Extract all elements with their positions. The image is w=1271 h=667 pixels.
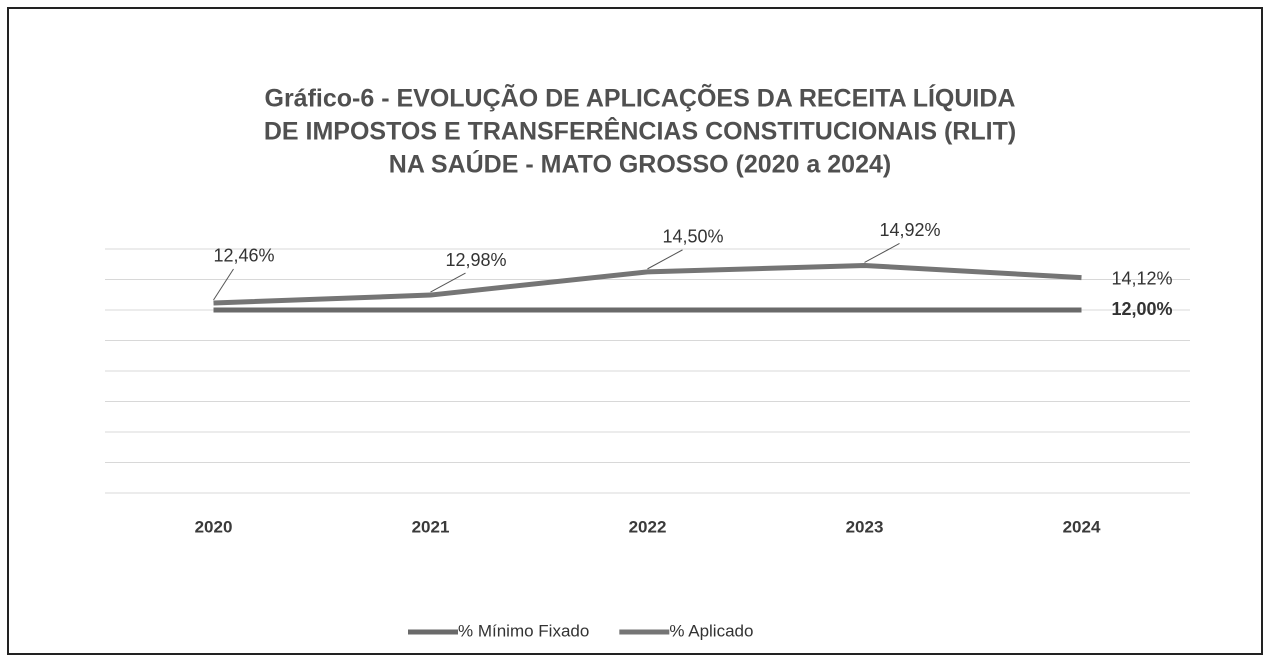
data-label: 14,50% (663, 227, 724, 247)
title-line: DE IMPOSTOS E TRANSFERÊNCIAS CONSTITUCIO… (264, 116, 1016, 146)
leader-line (213, 268, 234, 301)
legend-label: % Mínimo Fixado (458, 621, 589, 640)
chart-title: Gráfico-6 - EVOLUÇÃO DE APLICAÇÕES DA RE… (264, 83, 1016, 179)
data-label: 14,12% (1112, 268, 1173, 288)
x-tick-label: 2024 (1063, 517, 1101, 536)
series-line (213, 262, 1082, 306)
title-line: Gráfico-6 - EVOLUÇÃO DE APLICAÇÕES DA RE… (265, 83, 1016, 113)
data-label: 12,00% (1112, 299, 1173, 319)
leader-line (647, 249, 683, 270)
data-label: 12,98% (446, 250, 507, 270)
x-tick-label: 2021 (412, 517, 450, 536)
leader-line (430, 272, 466, 293)
legend-label: % Aplicado (669, 621, 753, 640)
leader-line (864, 243, 900, 263)
title-line: NA SAÚDE - MATO GROSSO (2020 a 2024) (389, 149, 891, 179)
chart-border (7, 7, 1263, 655)
x-tick-label: 2022 (629, 517, 667, 536)
data-label: 12,46% (214, 246, 275, 266)
data-label: 14,92% (880, 220, 941, 240)
x-tick-label: 2020 (195, 517, 233, 536)
x-tick-label: 2023 (846, 517, 884, 536)
